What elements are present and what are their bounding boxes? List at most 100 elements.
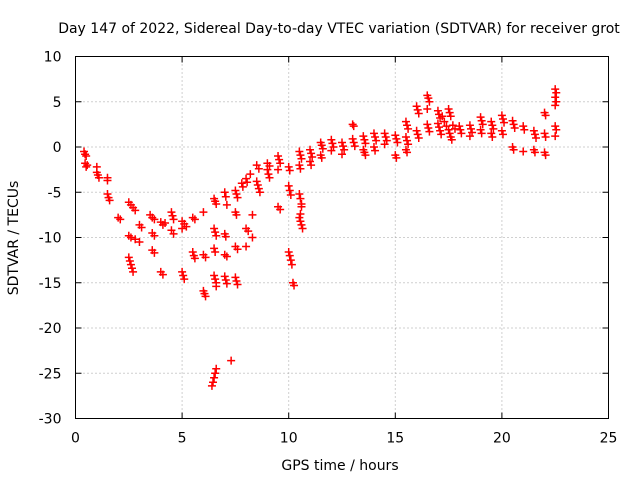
- data-point: [445, 129, 454, 138]
- data-point: [552, 97, 561, 106]
- data-point: [298, 224, 307, 233]
- data-point: [509, 145, 518, 154]
- data-point: [169, 229, 178, 238]
- data-point: [392, 134, 401, 143]
- data-point: [126, 260, 135, 269]
- data-point: [551, 132, 560, 141]
- data-point: [295, 190, 304, 199]
- x-axis-label: GPS time / hours: [281, 458, 398, 474]
- data-point: [161, 219, 170, 228]
- data-point: [243, 178, 252, 187]
- data-point: [103, 190, 112, 199]
- data-point: [210, 244, 219, 253]
- y-tick-label: 10: [44, 50, 62, 66]
- data-point: [488, 121, 497, 130]
- data-point: [135, 238, 144, 247]
- data-point: [423, 104, 432, 113]
- data-point: [286, 190, 295, 199]
- data-point: [287, 260, 296, 269]
- y-tick-label: -25: [39, 366, 62, 382]
- data-point: [169, 215, 178, 224]
- data-point: [94, 173, 103, 182]
- data-point: [424, 94, 433, 103]
- data-point: [201, 253, 210, 262]
- data-point: [340, 145, 349, 154]
- plot-frame: [75, 56, 609, 419]
- data-point: [182, 222, 191, 231]
- data-point: [433, 119, 442, 128]
- data-point: [248, 233, 257, 242]
- data-point: [497, 111, 506, 120]
- data-point: [297, 154, 306, 163]
- data-point: [519, 122, 528, 131]
- data-point: [391, 131, 400, 140]
- data-point: [349, 122, 358, 131]
- data-point: [201, 292, 210, 301]
- data-point: [244, 227, 253, 236]
- data-point: [168, 211, 177, 220]
- data-point: [455, 122, 464, 131]
- data-point: [412, 126, 421, 135]
- y-tick-label: 5: [53, 95, 62, 111]
- data-point: [297, 220, 306, 229]
- data-point: [231, 273, 240, 282]
- data-point: [296, 194, 305, 203]
- data-point: [317, 141, 326, 150]
- data-point: [222, 279, 231, 288]
- y-tick-label: 0: [53, 140, 62, 156]
- data-point: [413, 105, 422, 114]
- data-point: [393, 138, 402, 147]
- data-point: [456, 125, 465, 134]
- data-point: [450, 124, 459, 133]
- data-point: [212, 231, 221, 240]
- data-point: [296, 209, 305, 218]
- data-point: [328, 139, 337, 148]
- x-tick-label: 10: [280, 431, 298, 447]
- data-point: [231, 186, 240, 195]
- data-point: [327, 146, 336, 155]
- data-point: [465, 121, 474, 130]
- data-point: [551, 93, 560, 102]
- data-point: [274, 165, 283, 174]
- data-point: [529, 126, 538, 135]
- y-tick-label: -30: [39, 412, 62, 428]
- data-point: [477, 116, 486, 125]
- data-point: [457, 129, 466, 138]
- data-point: [233, 193, 242, 202]
- data-point: [125, 257, 134, 266]
- data-point: [129, 267, 138, 276]
- data-point: [425, 127, 434, 136]
- data-point: [403, 121, 412, 130]
- data-point: [440, 117, 449, 126]
- data-point: [275, 155, 284, 164]
- data-point: [444, 104, 453, 113]
- data-point: [83, 161, 92, 170]
- data-point: [477, 129, 486, 138]
- data-point: [317, 153, 326, 162]
- data-point: [222, 200, 231, 209]
- data-point: [551, 85, 560, 94]
- y-axis-label: SDTVAR / TECUs: [6, 181, 22, 296]
- data-point: [285, 166, 294, 175]
- data-point: [509, 120, 518, 129]
- grid: [75, 56, 609, 419]
- data-point: [308, 152, 317, 161]
- y-tick-label: -10: [39, 231, 62, 247]
- data-point: [150, 231, 159, 240]
- data-point: [306, 145, 315, 154]
- data-marks: [80, 85, 561, 390]
- data-point: [360, 135, 369, 144]
- data-point: [306, 157, 315, 166]
- data-point: [425, 97, 434, 106]
- data-point: [284, 181, 293, 190]
- y-tick-label: -15: [39, 276, 62, 292]
- data-point: [242, 242, 251, 251]
- data-point: [348, 120, 357, 129]
- data-point: [327, 135, 336, 144]
- data-point: [199, 208, 208, 217]
- data-point: [190, 215, 199, 224]
- data-point: [361, 139, 370, 148]
- data-point: [297, 202, 306, 211]
- data-point: [212, 364, 221, 373]
